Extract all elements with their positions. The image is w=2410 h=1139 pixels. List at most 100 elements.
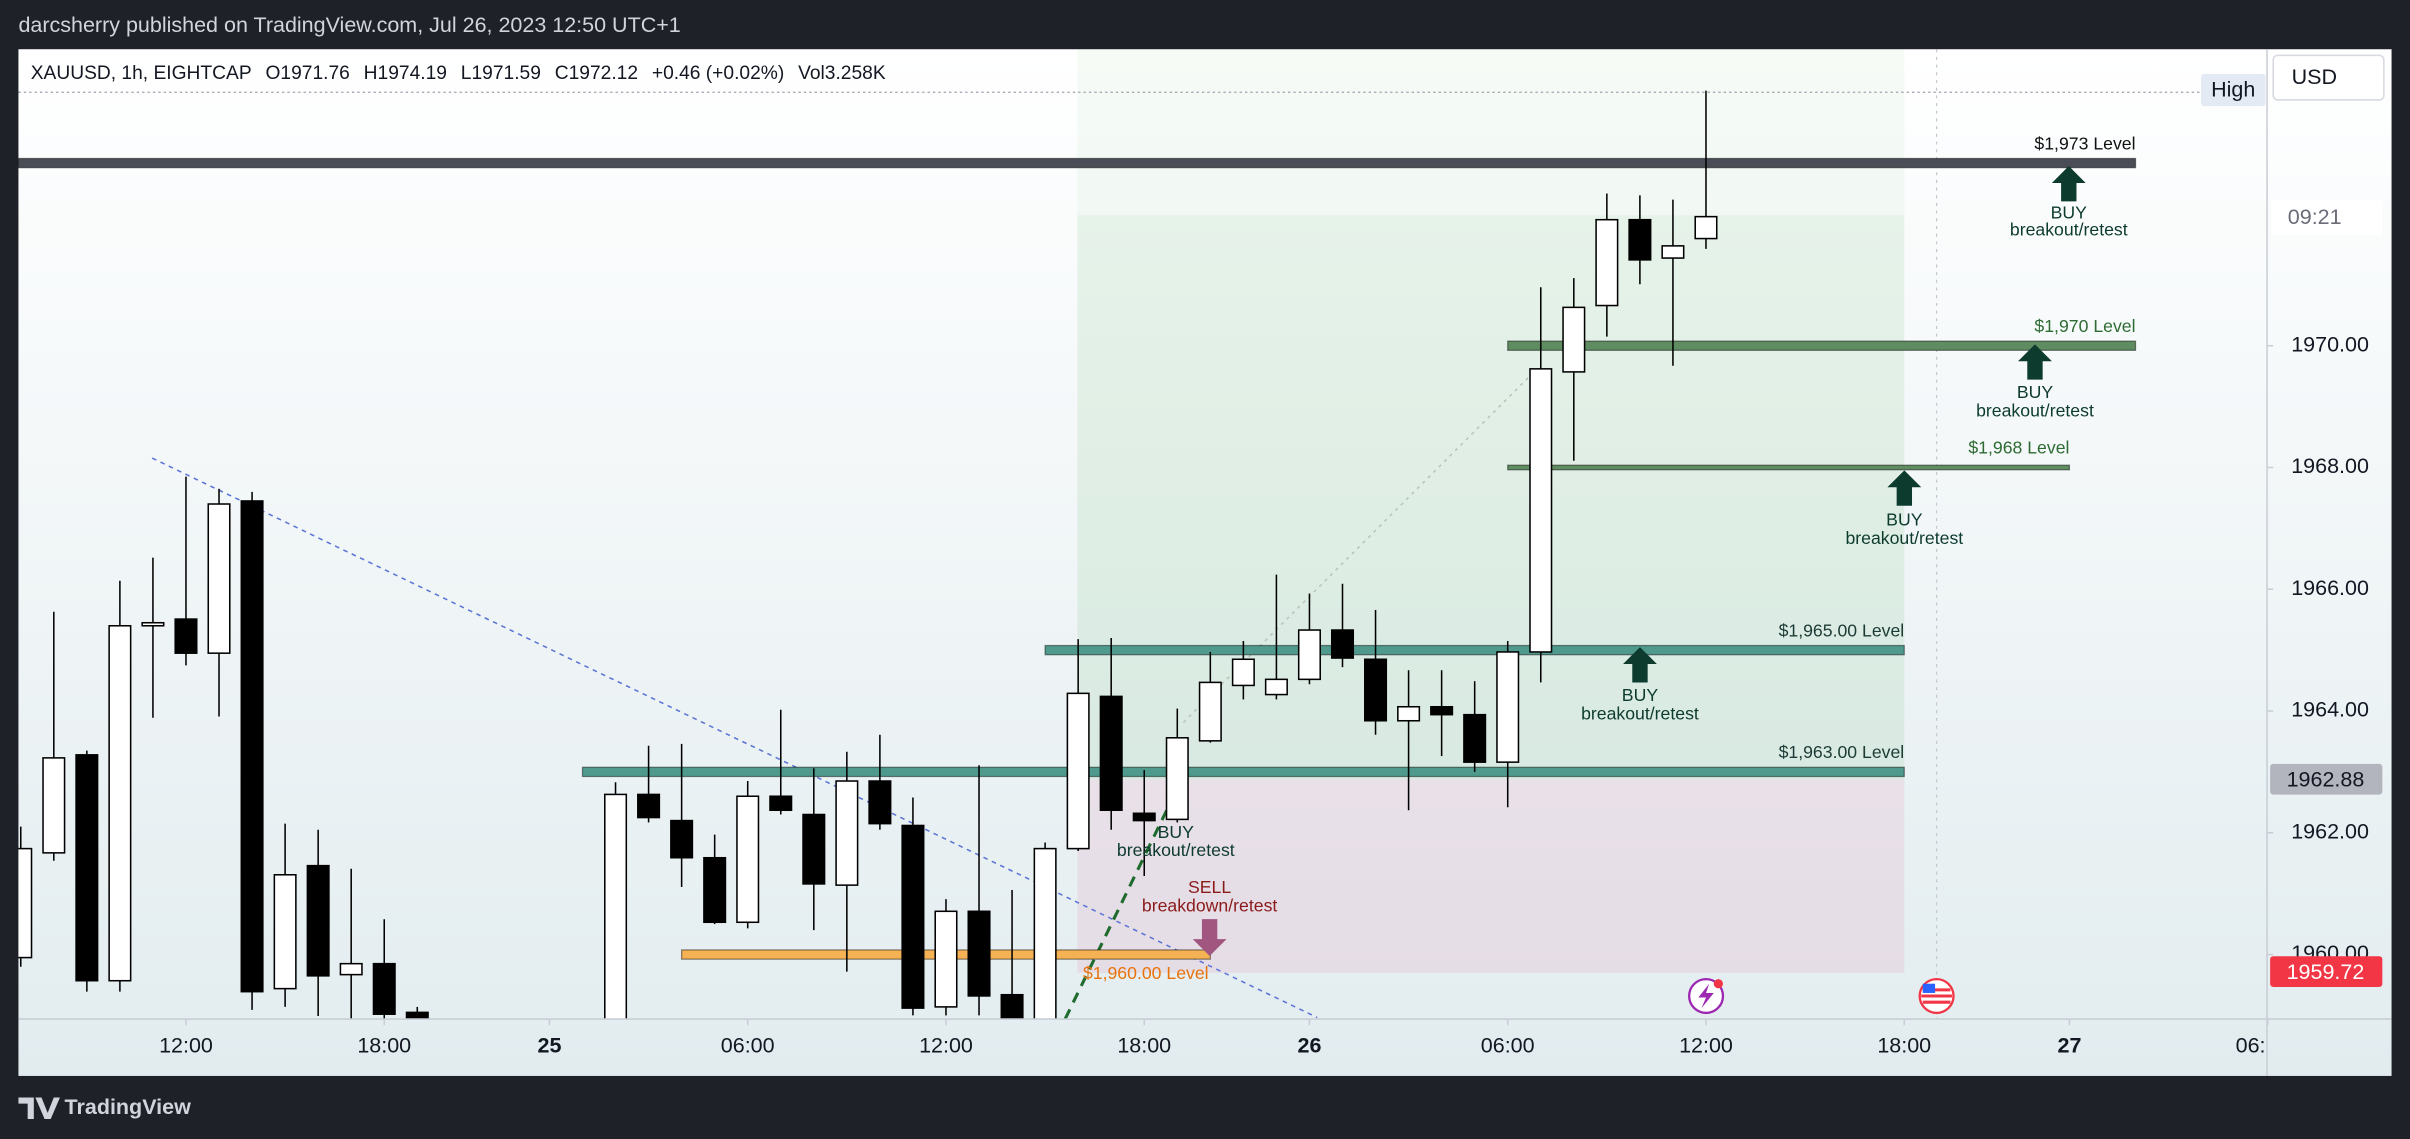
x-tick-label: 18:00 [357, 1033, 411, 1057]
level-label: $1,970 Level [2034, 316, 2135, 336]
candle-body [1628, 218, 1652, 261]
arrow-down [1192, 919, 1227, 957]
x-tick-label: 06:00 [721, 1033, 775, 1057]
x-tick-label: 26 [1297, 1033, 1321, 1057]
candle-body [405, 1011, 429, 1020]
candle-body [1099, 695, 1123, 812]
annotation-text: BUY [1622, 685, 1659, 705]
currency-button[interactable] [2272, 54, 2385, 101]
x-tick-label: 12:00 [159, 1033, 213, 1057]
level-label: $1,963.00 Level [1779, 742, 1905, 762]
candle-body [1198, 681, 1222, 742]
candle-body [240, 500, 264, 993]
x-tick-label: 06: [2236, 1033, 2266, 1057]
legend-item: XAUUSD, 1h, EIGHTCAP [31, 63, 252, 84]
currency-label: USD [2292, 65, 2337, 89]
candle-body [75, 754, 99, 982]
arrow-up [1623, 647, 1657, 683]
candle-body [1165, 737, 1189, 821]
y-tick-label: 1968.00 [2291, 454, 2369, 478]
annotation-text: breakout/retest [1581, 703, 1699, 723]
candle-body [1033, 847, 1057, 1020]
level-label: $1,973 Level [2034, 133, 2135, 153]
annotation-text: breakout/retest [2010, 219, 2128, 239]
candle-body [1694, 215, 1718, 240]
candle-body [868, 780, 892, 825]
candle-body [1231, 658, 1255, 687]
level-band [581, 766, 1905, 778]
legend-item: +0.46 (+0.02%) [652, 63, 784, 84]
level-label: $1,965.00 Level [1779, 620, 1905, 640]
candle-body [934, 910, 958, 1008]
candle-body [1364, 658, 1388, 722]
level-band [1507, 340, 2137, 351]
header: darcsherry published on TradingView.com,… [18, 13, 680, 37]
candle-body [1529, 368, 1553, 653]
projection-line [1182, 368, 1538, 723]
flag-canton [1922, 983, 1936, 993]
candle-body [372, 962, 396, 1015]
y-tick-label: 1970.00 [2291, 332, 2369, 356]
rally-line [1063, 790, 1178, 1020]
candle-body [141, 621, 165, 627]
high-badge [2200, 73, 2266, 107]
x-tick-label: 27 [2057, 1033, 2081, 1057]
candle-body [637, 793, 661, 819]
candle-body [306, 864, 330, 977]
candle-body [18, 847, 33, 959]
candle-body [1562, 306, 1586, 373]
legend-item: L1971.59 [461, 63, 541, 84]
arrow-up [1887, 470, 1922, 506]
candle-body [273, 874, 297, 990]
price-marker [2270, 763, 2383, 795]
footer: TradingView [65, 1095, 192, 1119]
y-tick-label: 1962.00 [2291, 819, 2369, 843]
axes: 1960.001962.001964.001966.001968.001970.… [159, 332, 2383, 1057]
legend: XAUUSD, 1h, EIGHTCAP O1971.76 H1974.19 L197… [31, 63, 886, 84]
candle-body [42, 757, 66, 854]
event-icon-dot [1713, 979, 1723, 989]
candle-body [1264, 678, 1288, 696]
arrow-up [2051, 166, 2086, 202]
candles [18, 90, 1718, 1020]
candle-body [1297, 629, 1321, 681]
candle-body [174, 618, 198, 654]
candle-body [802, 813, 826, 885]
countdown: 09:21 [2288, 205, 2342, 229]
candle-body [901, 824, 925, 1009]
arrow-up [2018, 344, 2052, 380]
annotation-text: breakdown/retest [1142, 896, 1278, 916]
event-icon-bolt [1698, 983, 1714, 1009]
annotation-text: BUY [1158, 822, 1195, 842]
candle-body [769, 795, 793, 812]
candle-body [736, 795, 760, 924]
high-badge-label: High [2211, 77, 2255, 101]
x-tick-label: 25 [537, 1033, 561, 1057]
candle-body [670, 819, 694, 859]
candle-body [1397, 705, 1421, 722]
price-marker [2270, 956, 2383, 987]
price-marker-label: 1962.88 [2287, 767, 2365, 791]
level-band [18, 157, 2137, 169]
footer-logo [18, 1097, 60, 1119]
candle-body [1066, 692, 1090, 850]
candle-body [1496, 651, 1520, 763]
candle-body [1661, 245, 1685, 259]
x-tick-label: 18:00 [1117, 1033, 1171, 1057]
target-zone-upper [1077, 49, 1905, 216]
candle-body [1132, 812, 1156, 822]
candle-body [1330, 629, 1355, 659]
candle-body [1463, 713, 1487, 763]
candle-body [207, 503, 231, 654]
annotation-text: BUY [1886, 510, 1923, 530]
y-tick-label: 1966.00 [2291, 576, 2369, 600]
legend-item: O1971.76 [265, 63, 349, 84]
candle-body [1000, 993, 1024, 1020]
level-label: $1,960.00 Level [1083, 963, 1209, 983]
x-tick-label: 18:00 [1877, 1033, 1931, 1057]
chart-background [18, 49, 2392, 1076]
annotation-text: breakout/retest [1976, 401, 2094, 421]
annotation-text: SELL [1188, 877, 1231, 897]
level-label: $1,968 Level [1968, 438, 2069, 458]
